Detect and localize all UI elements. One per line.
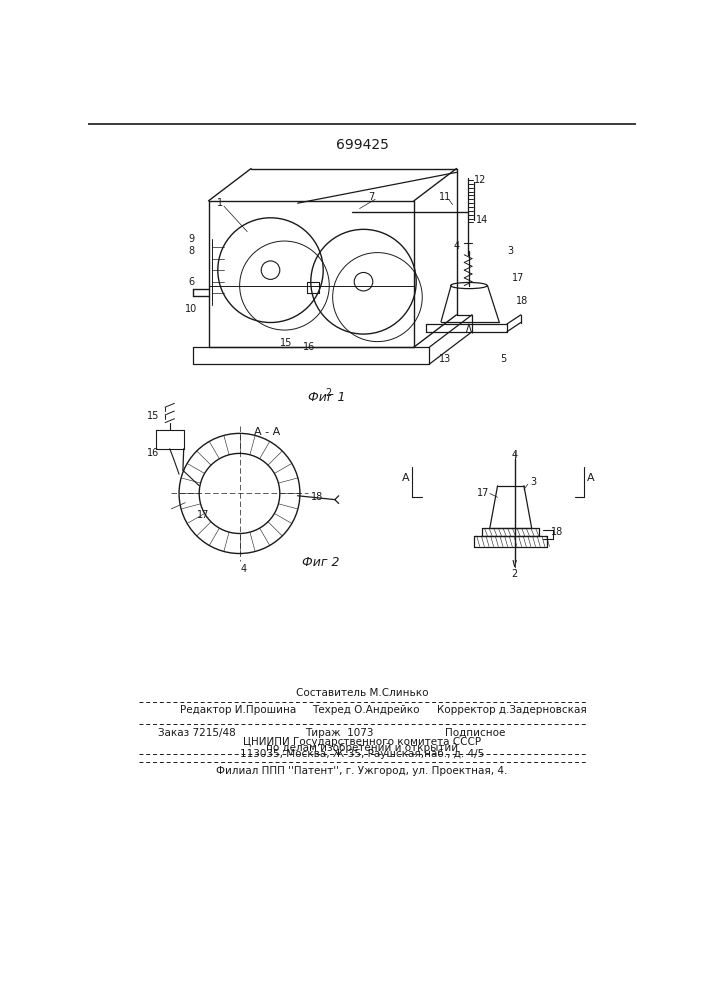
Text: A: A <box>402 473 410 483</box>
Text: 3: 3 <box>508 246 514 256</box>
Text: 1: 1 <box>217 198 223 208</box>
Text: ЦНИИПИ Государственного комитета СССР: ЦНИИПИ Государственного комитета СССР <box>243 737 481 747</box>
Text: 2: 2 <box>325 388 332 398</box>
Text: 113035, Москва, Ж-35, Раушская,наб., д. 4/5: 113035, Москва, Ж-35, Раушская,наб., д. … <box>240 749 484 759</box>
Text: 18: 18 <box>311 492 323 502</box>
Text: 15: 15 <box>146 411 159 421</box>
Text: 4: 4 <box>453 241 460 251</box>
Text: 11: 11 <box>439 192 451 202</box>
Text: 15: 15 <box>280 338 292 348</box>
Text: по делам изобретений и открытий: по делам изобретений и открытий <box>266 743 458 753</box>
Text: 3: 3 <box>530 477 537 487</box>
Text: 17: 17 <box>477 488 490 498</box>
Text: A: A <box>587 473 595 483</box>
Text: Техред О.Андрейко: Техред О.Андрейко <box>312 705 419 715</box>
Text: Редактор И.Прошина: Редактор И.Прошина <box>180 705 296 715</box>
Text: 18: 18 <box>516 296 529 306</box>
Text: 8: 8 <box>188 246 194 256</box>
Text: 16: 16 <box>303 342 315 352</box>
Text: Составитель М.Слинько: Составитель М.Слинько <box>296 688 428 698</box>
Text: Фиг 2: Фиг 2 <box>302 556 339 569</box>
Text: А - А: А - А <box>254 427 280 437</box>
Text: 4: 4 <box>512 450 518 460</box>
Text: 5: 5 <box>500 354 506 364</box>
Text: 7: 7 <box>368 192 375 202</box>
Text: 17: 17 <box>197 510 209 520</box>
Text: 4: 4 <box>240 564 247 574</box>
Text: 10: 10 <box>185 304 197 314</box>
Text: 16: 16 <box>146 448 159 458</box>
Text: 14: 14 <box>476 215 489 225</box>
Text: Фиг 1: Фиг 1 <box>308 391 345 404</box>
Text: 6: 6 <box>188 277 194 287</box>
Text: 699425: 699425 <box>336 138 388 152</box>
Text: 2: 2 <box>511 569 518 579</box>
Text: Филиал ППП ''Патент'', г. Ужгород, ул. Проектная, 4.: Филиал ППП ''Патент'', г. Ужгород, ул. П… <box>216 766 508 776</box>
Text: Подписное: Подписное <box>445 728 506 738</box>
Text: 12: 12 <box>474 175 486 185</box>
Text: 17: 17 <box>513 273 525 283</box>
Text: Корректор д.Задерновская: Корректор д.Задерновская <box>437 705 587 715</box>
Text: Тираж  1073: Тираж 1073 <box>305 728 374 738</box>
Text: 18: 18 <box>551 527 563 537</box>
Text: 9: 9 <box>188 234 194 244</box>
Text: 13: 13 <box>439 354 451 364</box>
Text: Заказ 7215/48: Заказ 7215/48 <box>158 728 236 738</box>
